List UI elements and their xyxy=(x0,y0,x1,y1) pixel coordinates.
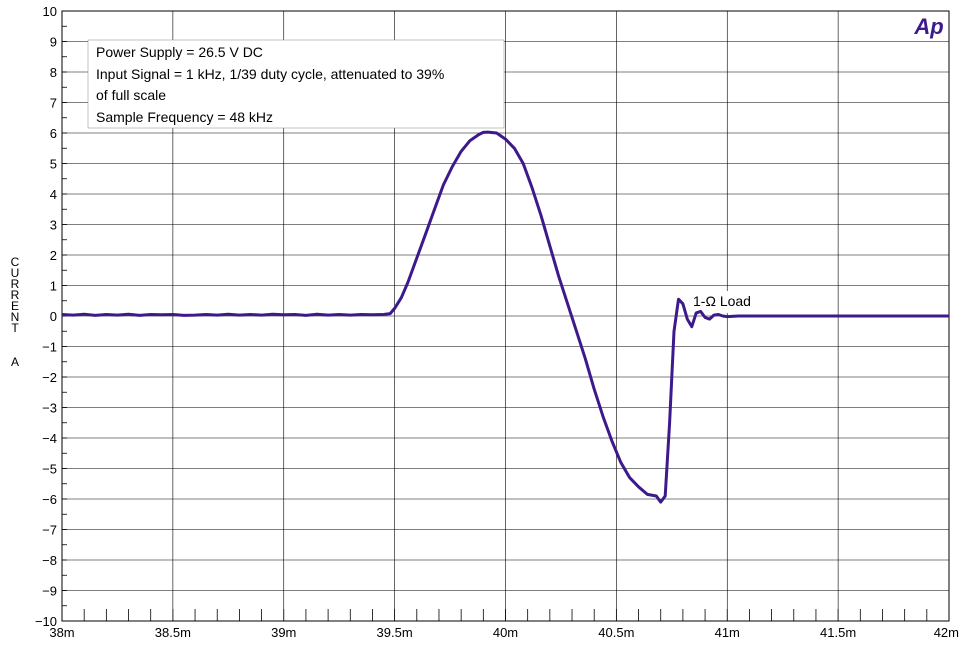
annotation-box: Power Supply = 26.5 V DC Input Signal = … xyxy=(87,39,505,129)
y-tick-label: 3 xyxy=(50,218,57,233)
y-axis-label-letter: R xyxy=(11,277,20,291)
y-axis-label-letter: E xyxy=(11,299,19,313)
x-tick-label: 38m xyxy=(49,625,74,640)
y-tick-label: −2 xyxy=(42,370,57,385)
x-tick-label: 38.5m xyxy=(155,625,191,640)
x-tick-label: 40m xyxy=(493,625,518,640)
y-tick-label: 5 xyxy=(50,157,57,172)
y-tick-label: 4 xyxy=(50,187,57,202)
y-tick-label: −4 xyxy=(42,431,57,446)
x-tick-labels: 38m 38.5m 39m 39.5m 40m 40.5m 41m 41.5m 42m xyxy=(49,625,959,640)
y-tick-label: 1 xyxy=(50,279,57,294)
series-line-1-ohm-load xyxy=(61,130,949,504)
y-tick-label: −9 xyxy=(42,584,57,599)
y-tick-label: −6 xyxy=(42,492,57,507)
y-tick-label: −8 xyxy=(42,553,57,568)
y-tick-label: 2 xyxy=(50,248,57,263)
y-tick-label: 8 xyxy=(50,65,57,80)
y-tick-label: −3 xyxy=(42,401,57,416)
y-axis-label-letter: U xyxy=(11,266,20,280)
minor-ticks xyxy=(61,10,950,622)
annotation-line-1: Power Supply = 26.5 V DC xyxy=(96,44,263,60)
y-axis-label-letter: T xyxy=(11,321,19,335)
y-tick-label: −5 xyxy=(42,462,57,477)
y-tick-label: −1 xyxy=(42,340,57,355)
y-tick-label: −7 xyxy=(42,523,57,538)
y-tick-label: −10 xyxy=(35,614,57,629)
annotation-line-2: Input Signal = 1 kHz, 1/39 duty cycle, a… xyxy=(96,66,444,82)
ap-logo: Ap xyxy=(913,14,943,39)
y-tick-label: 6 xyxy=(50,126,57,141)
y-tick-label: 10 xyxy=(43,4,57,19)
y-tick-label: 7 xyxy=(50,96,57,111)
x-tick-label: 39m xyxy=(271,625,296,640)
x-tick-label: 42m xyxy=(934,625,959,640)
series-label: 1-Ω Load xyxy=(693,293,751,309)
y-tick-label: 0 xyxy=(50,309,57,324)
x-tick-label: 40.5m xyxy=(598,625,634,640)
series-label-box: 1-Ω Load xyxy=(683,291,761,313)
x-tick-label: 39.5m xyxy=(377,625,413,640)
y-axis-label-letter: R xyxy=(11,288,20,302)
y-tick-label: 9 xyxy=(50,35,57,50)
annotation-line-4: Sample Frequency = 48 kHz xyxy=(96,109,273,125)
x-tick-label: 41.5m xyxy=(820,625,856,640)
x-tick-label: 41m xyxy=(715,625,740,640)
annotation-line-3: of full scale xyxy=(96,87,166,103)
y-axis-label-letter: N xyxy=(11,310,20,324)
y-axis-label-letter: C xyxy=(11,255,20,269)
y-axis-unit: A xyxy=(11,355,19,369)
